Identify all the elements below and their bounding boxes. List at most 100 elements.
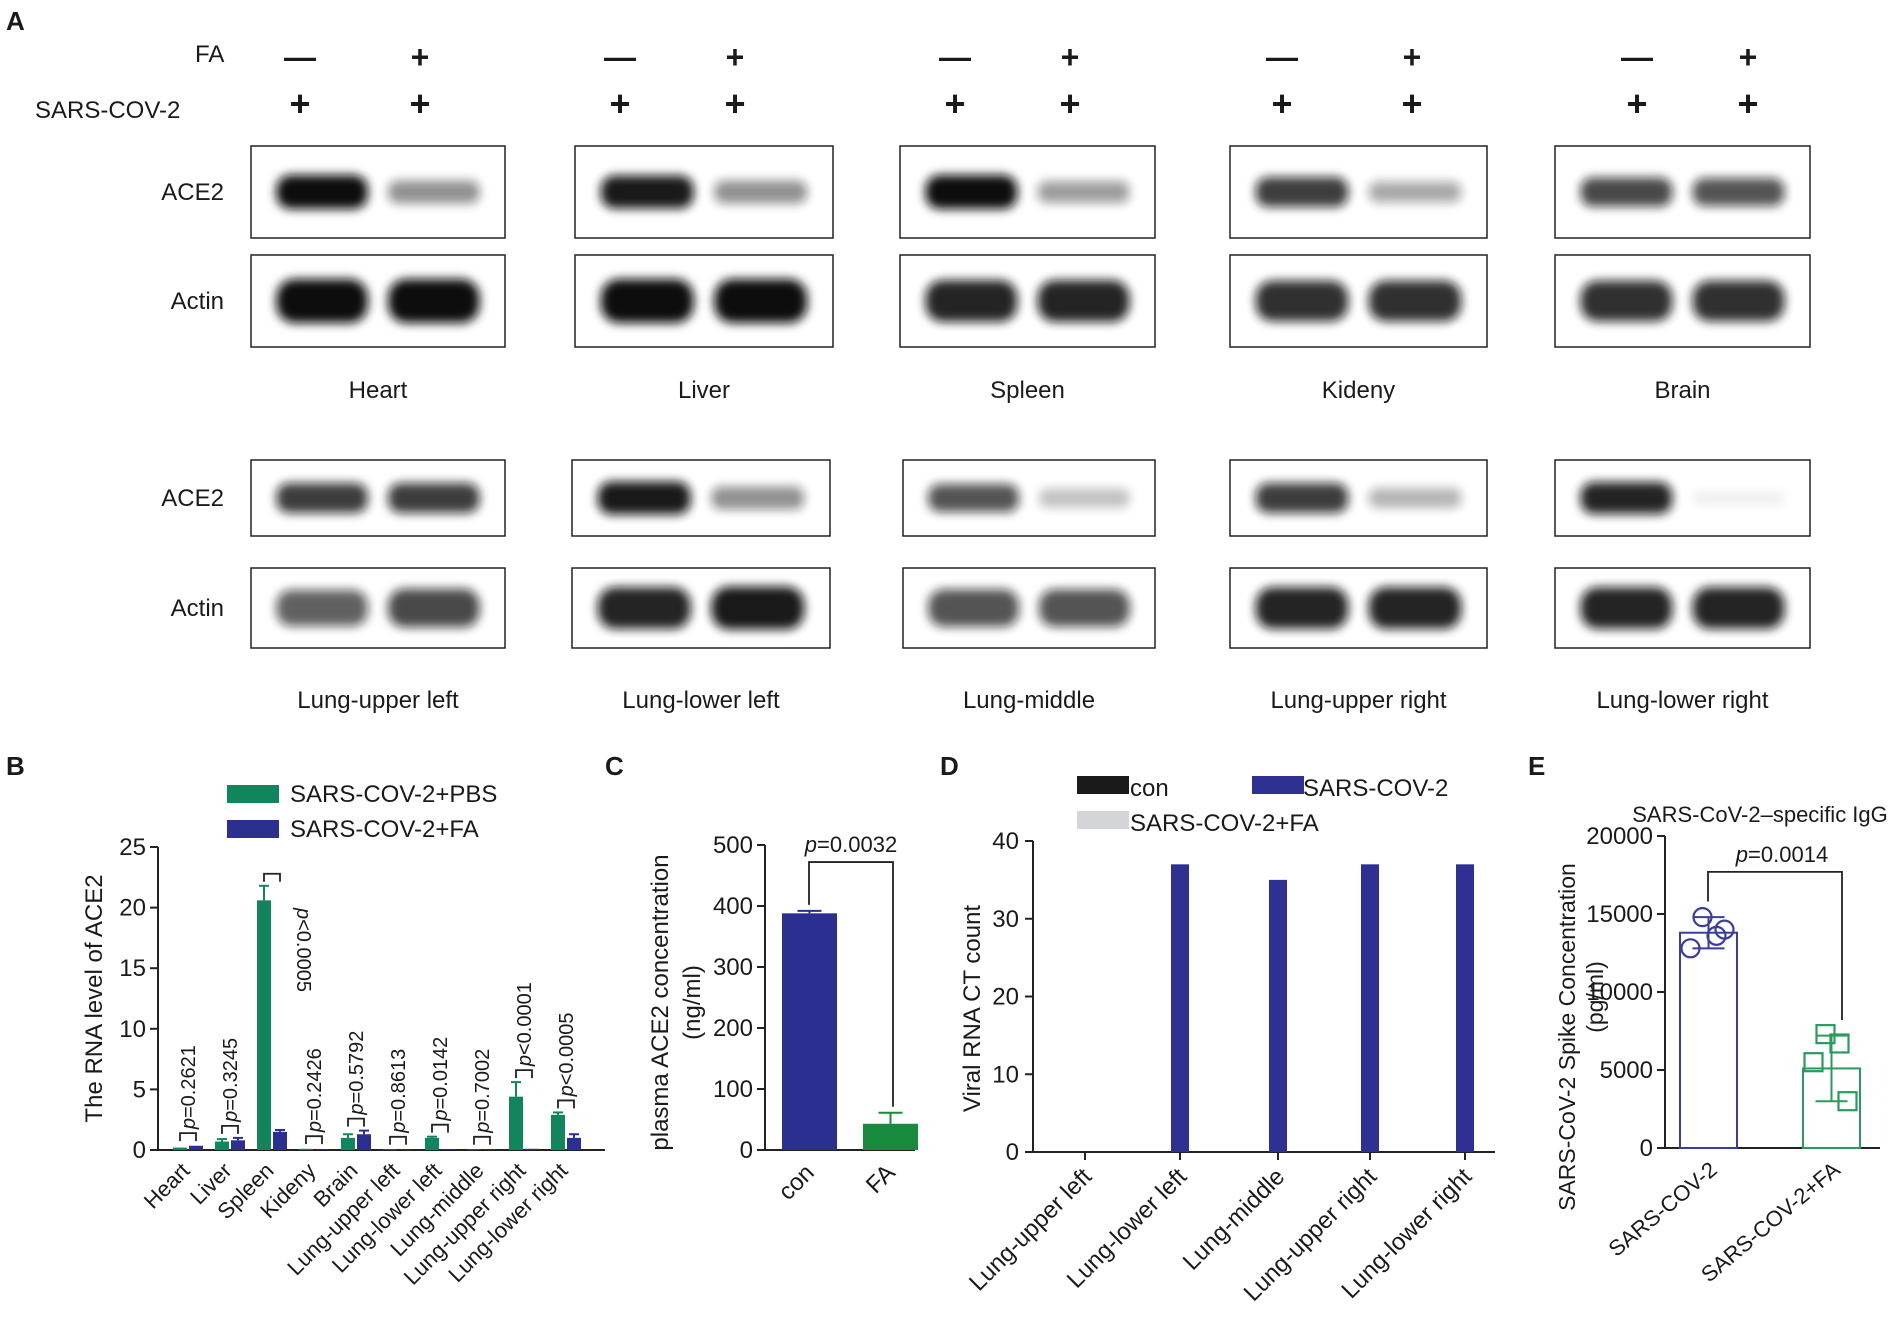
fa-sign-1-1: + xyxy=(726,39,745,75)
band-top-ace2-4-0 xyxy=(1580,177,1673,207)
b-bracket-0 xyxy=(179,1132,197,1142)
d-legend-label-0: con xyxy=(1130,775,1169,802)
band-top-ace2-3-1 xyxy=(1368,181,1462,203)
c-y-tick-label-400: 400 xyxy=(713,893,753,920)
panel-letter-c: C xyxy=(605,751,624,781)
d-legend-swatch-2 xyxy=(1077,811,1129,829)
virus-sign-0-1: + xyxy=(409,83,430,124)
c-y-axis-label-line1: plasma ACE2 concentration xyxy=(647,854,674,1150)
legend-swatch-pbs xyxy=(227,785,279,803)
band-bottom-actin-2-1 xyxy=(1039,589,1130,627)
e-point-1-3 xyxy=(1837,1091,1858,1112)
panel-letter-e: E xyxy=(1528,751,1545,781)
virus-sign-2-1: + xyxy=(1059,83,1080,124)
c-bar-1 xyxy=(863,1123,918,1150)
e-y-tick-label-20000: 20000 xyxy=(1586,823,1653,850)
d-y-tick-label-40: 40 xyxy=(992,828,1019,855)
tissue-label-top-0: Heart xyxy=(349,377,408,404)
legend-swatch-fa xyxy=(227,820,279,838)
tissue-label-bottom-3: Lung-upper right xyxy=(1270,687,1446,714)
d-y-tick-label-10: 10 xyxy=(992,1061,1019,1088)
b-bracket-9 xyxy=(557,1099,575,1109)
c-pvalue: p=0.0032 xyxy=(804,832,897,857)
e-y-axis-label-line1: SARS-CoV-2 Spike Concentration xyxy=(1554,863,1580,1211)
band-top-actin-0-0 xyxy=(276,279,368,323)
band-top-actin-2-0 xyxy=(925,280,1018,322)
band-bottom-actin-3-0 xyxy=(1255,587,1349,629)
d-bar-4 xyxy=(1456,864,1474,1152)
b-x-label-0: Heart xyxy=(139,1158,195,1214)
b-bar-1-5 xyxy=(399,1149,413,1150)
b-pvalue-9: p<0.0005 xyxy=(556,1012,578,1097)
panel-letter-d: D xyxy=(940,751,959,781)
d-y-tick-label-0: 0 xyxy=(1006,1139,1019,1166)
band-bottom-actin-1-1 xyxy=(711,586,805,630)
virus-sign-3-1: + xyxy=(1401,83,1422,124)
b-y-tick-label-10: 10 xyxy=(119,1016,146,1043)
b-pvalue-3: p=0.2426 xyxy=(304,1048,326,1133)
fa-sign-2-0: — xyxy=(939,39,971,75)
row-label-actin-top: Actin xyxy=(171,288,224,315)
d-legend-swatch-0 xyxy=(1077,776,1129,794)
band-top-actin-2-1 xyxy=(1037,280,1130,322)
b-bar-1-0 xyxy=(189,1145,203,1150)
virus-sign-1-1: + xyxy=(724,83,745,124)
b-pvalue-7: p=0.7002 xyxy=(472,1049,494,1134)
d-y-axis-label: Viral RNA CT count xyxy=(959,905,986,1113)
tissue-label-bottom-2: Lung-middle xyxy=(963,687,1095,714)
band-bottom-ace2-2-0 xyxy=(928,484,1019,512)
d-bar-1 xyxy=(1171,864,1189,1152)
fa-sign-3-1: + xyxy=(1403,39,1422,75)
band-bottom-ace2-4-1 xyxy=(1692,490,1785,506)
b-bar-1-4 xyxy=(357,1134,371,1150)
b-bar-1-1 xyxy=(231,1140,245,1150)
band-top-ace2-2-1 xyxy=(1037,181,1130,203)
tissue-label-top-1: Liver xyxy=(678,377,730,404)
e-point-0-3 xyxy=(1714,919,1735,940)
b-bar-1-3 xyxy=(315,1149,329,1150)
b-y-axis-label: The RNA level of ACE2 xyxy=(81,874,108,1122)
b-bar-0-6 xyxy=(425,1137,439,1150)
fa-sign-0-1: + xyxy=(411,39,430,75)
panel-c-plasma-ace2-chart: 0 100 200 300 400 500 plasma ACE2 concentratio… xyxy=(647,832,918,1206)
tissue-label-top-2: Spleen xyxy=(990,377,1065,404)
d-legend-label-1: SARS-COV-2 xyxy=(1303,775,1448,802)
c-bracket xyxy=(808,861,894,1107)
c-x-label-1: FA xyxy=(861,1159,901,1199)
fa-sign-0-0: — xyxy=(284,39,316,75)
c-x-label-0: con xyxy=(773,1159,819,1205)
band-top-ace2-2-0 xyxy=(925,175,1018,209)
band-bottom-actin-2-0 xyxy=(928,589,1019,627)
virus-sign-3-0: + xyxy=(1271,83,1292,124)
b-y-tick-label-0: 0 xyxy=(133,1137,146,1164)
band-bottom-actin-4-0 xyxy=(1580,587,1673,629)
virus-sign-4-0: + xyxy=(1626,83,1647,124)
b-bar-0-9 xyxy=(551,1114,565,1150)
b-pvalue-4: p=0.5792 xyxy=(346,1031,368,1116)
fa-sign-1-0: — xyxy=(604,39,636,75)
b-y-tick-label-20: 20 xyxy=(119,895,146,922)
band-top-actin-0-1 xyxy=(388,279,480,323)
band-top-actin-3-0 xyxy=(1255,280,1349,322)
fa-label: FA xyxy=(195,41,224,68)
d-legend-label-2: SARS-COV-2+FA xyxy=(1130,810,1319,837)
c-y-tick-label-500: 500 xyxy=(713,832,753,859)
band-top-actin-1-0 xyxy=(600,279,694,323)
band-top-actin-1-1 xyxy=(714,279,808,323)
b-bar-1-8 xyxy=(525,1148,539,1150)
tissue-label-bottom-0: Lung-upper left xyxy=(297,687,459,714)
c-bar-0 xyxy=(782,913,837,1150)
fa-sign-3-0: — xyxy=(1266,39,1298,75)
e-title: SARS-CoV-2–specific IgG xyxy=(1632,802,1888,827)
e-y-tick-label-10000: 10000 xyxy=(1586,979,1653,1006)
b-pvalue-2: p<0.0005 xyxy=(292,907,314,992)
d-bar-3 xyxy=(1361,864,1379,1152)
b-pvalue-6: p=0.0142 xyxy=(430,1037,452,1122)
tissue-label-top-3: Kideny xyxy=(1322,377,1395,404)
virus-sign-4-1: + xyxy=(1737,83,1758,124)
e-y-tick-label-15000: 15000 xyxy=(1586,901,1653,928)
panel-letter-b: B xyxy=(6,751,25,781)
band-bottom-ace2-2-1 xyxy=(1039,488,1130,508)
tissue-label-bottom-4: Lung-lower right xyxy=(1596,687,1768,714)
b-y-tick-label-5: 5 xyxy=(133,1076,146,1103)
